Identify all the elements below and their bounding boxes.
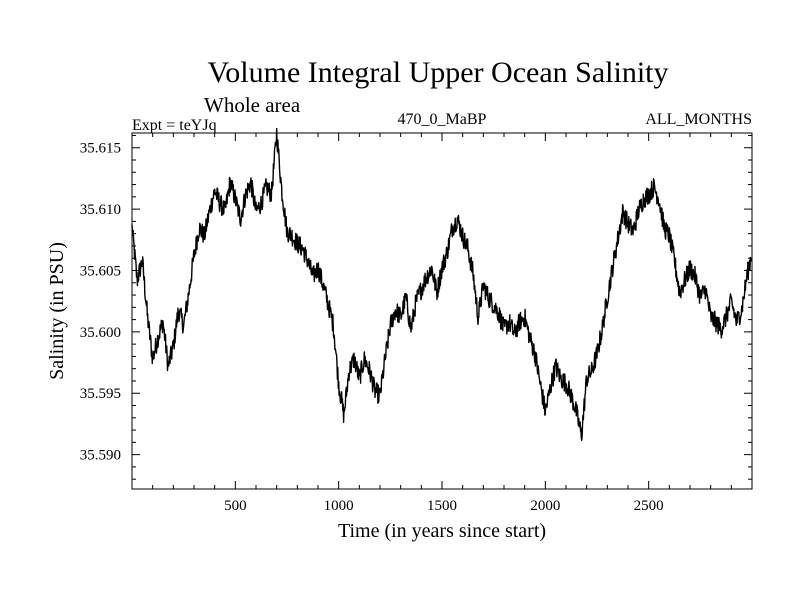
x-axis: 500 1000 1500 2000 2500 [152, 133, 732, 514]
period-label: 470_0_MaBP [398, 111, 487, 128]
x-axis-label: Time (in years since start) [338, 520, 546, 542]
series-layer [131, 127, 753, 441]
y-tick-label: 35.600 [80, 325, 121, 341]
x-tick-label: 500 [224, 498, 247, 514]
series-line [131, 127, 753, 441]
y-tick-label: 35.605 [80, 263, 121, 279]
chart-subtitle: Whole area [204, 93, 301, 117]
x-tick-label: 1000 [324, 498, 354, 514]
x-tick-label: 1500 [427, 498, 457, 514]
y-axis-label: Salinity (in PSU) [46, 242, 68, 380]
y-axis: 35.590 35.595 35.600 35.605 35.610 35.615 [80, 134, 752, 480]
experiment-label: Expt = teYJq [132, 117, 217, 134]
months-label: ALL_MONTHS [645, 111, 752, 128]
x-tick-label: 2000 [530, 498, 560, 514]
chart-title: Volume Integral Upper Ocean Salinity [208, 56, 669, 89]
y-tick-label: 35.610 [80, 202, 121, 218]
y-tick-label: 35.595 [80, 386, 121, 402]
plot-frame [131, 132, 753, 490]
y-tick-label: 35.590 [80, 448, 121, 464]
y-tick-label: 35.615 [80, 141, 121, 157]
x-tick-label: 2500 [634, 498, 664, 514]
